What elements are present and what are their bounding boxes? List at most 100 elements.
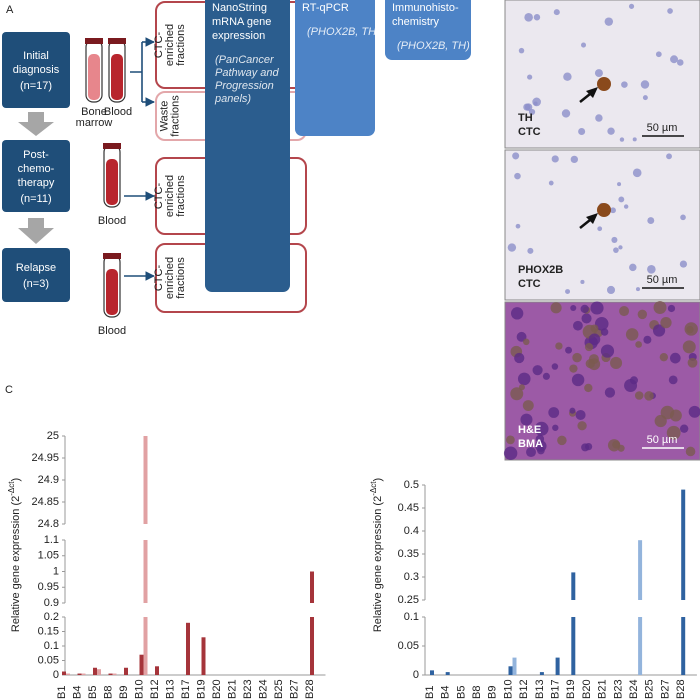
cell — [520, 413, 533, 426]
bar — [108, 673, 113, 675]
cell — [679, 424, 689, 433]
cell — [619, 137, 625, 142]
stage-n: (n=17) — [20, 80, 52, 92]
cell — [688, 405, 700, 418]
cell — [670, 55, 678, 64]
cell — [577, 421, 587, 431]
cell — [523, 338, 530, 346]
y-tick-label: 0.05 — [398, 640, 419, 652]
cell — [580, 279, 585, 285]
cell — [684, 322, 698, 336]
x-tick-label: B5 — [455, 686, 467, 699]
cell — [514, 172, 521, 180]
stage-title: Relapse — [16, 262, 56, 274]
bar — [155, 666, 159, 675]
cell — [526, 447, 536, 458]
y-tick-label: 24.85 — [31, 496, 59, 508]
cell — [607, 439, 621, 452]
cell — [604, 387, 616, 398]
bar — [143, 436, 148, 524]
y-tick-label: 0.1 — [404, 611, 419, 623]
cell — [628, 3, 635, 9]
y-tick-label: 0 — [413, 669, 419, 681]
y-tick-label: 0.25 — [398, 594, 419, 606]
bar — [310, 617, 314, 675]
cell — [642, 95, 648, 101]
cell — [570, 304, 577, 312]
cell — [679, 260, 688, 268]
cell — [553, 9, 560, 16]
cell — [669, 352, 681, 364]
cell — [600, 328, 609, 336]
fraction-label: CTC- — [153, 32, 165, 59]
cell — [533, 101, 538, 106]
cell — [647, 265, 656, 274]
tube-content — [106, 269, 118, 315]
cell — [595, 114, 603, 122]
stage-title: Post- — [23, 149, 49, 161]
cell — [594, 316, 609, 331]
y-tick-label: 0.35 — [398, 548, 419, 560]
method-detail: Progression — [215, 80, 274, 92]
fraction-label: fractions — [175, 24, 187, 66]
cell — [515, 223, 521, 229]
x-tick-label: B17 — [180, 679, 192, 699]
tube-cap — [103, 143, 121, 149]
cell — [634, 391, 644, 400]
micrograph-label: H&E — [518, 424, 541, 436]
cell — [676, 59, 684, 66]
micrograph-label: CTC — [518, 278, 541, 290]
x-tick-label: B23 — [612, 679, 624, 699]
cell — [590, 301, 604, 315]
cell — [618, 196, 625, 203]
sample-label: Blood — [104, 106, 132, 118]
stage-title: diagnosis — [13, 64, 60, 76]
x-tick-label: B27 — [659, 679, 671, 699]
stage-box — [2, 248, 70, 302]
x-tick-label: B17 — [550, 679, 562, 699]
y-tick-label: 0.4 — [404, 525, 419, 537]
x-tick-label: B10 — [133, 679, 145, 699]
cell — [569, 407, 576, 414]
cell — [518, 384, 525, 391]
cell — [597, 226, 603, 232]
bar — [430, 670, 434, 675]
cell — [550, 302, 562, 314]
cell — [660, 405, 675, 420]
bar — [571, 617, 576, 675]
panel-label: C — [5, 384, 13, 396]
method-box — [205, 0, 290, 292]
cell — [552, 424, 559, 431]
sample-label: Blood — [98, 325, 126, 337]
x-tick-label: B5 — [87, 686, 99, 699]
cell — [594, 69, 603, 78]
cell — [640, 80, 650, 89]
cell — [551, 363, 559, 370]
y-label-text: Relative gene expression (2 — [10, 496, 22, 632]
bar — [571, 572, 576, 600]
bar — [638, 617, 643, 675]
y-tick-label: 0.95 — [38, 581, 59, 593]
x-tick-label: B25 — [644, 679, 656, 699]
cell — [578, 127, 586, 136]
stage-title: therapy — [18, 177, 55, 189]
cell — [570, 155, 578, 164]
cell — [581, 443, 590, 452]
tube-cap — [103, 253, 121, 259]
cell — [565, 289, 571, 295]
cell — [518, 47, 525, 54]
cell — [561, 109, 571, 118]
cell — [629, 376, 638, 385]
x-tick-label: B12 — [518, 679, 530, 699]
tube-content — [111, 54, 123, 100]
bar — [681, 489, 686, 600]
bar — [93, 667, 97, 675]
connector — [130, 42, 143, 102]
method-box — [385, 0, 471, 60]
x-tick-label: B19 — [195, 679, 207, 699]
cell — [621, 81, 628, 88]
scale-label: 50 µm — [647, 122, 678, 134]
cell — [507, 243, 517, 252]
cell — [652, 324, 666, 337]
x-tick-label: B24 — [257, 679, 269, 699]
